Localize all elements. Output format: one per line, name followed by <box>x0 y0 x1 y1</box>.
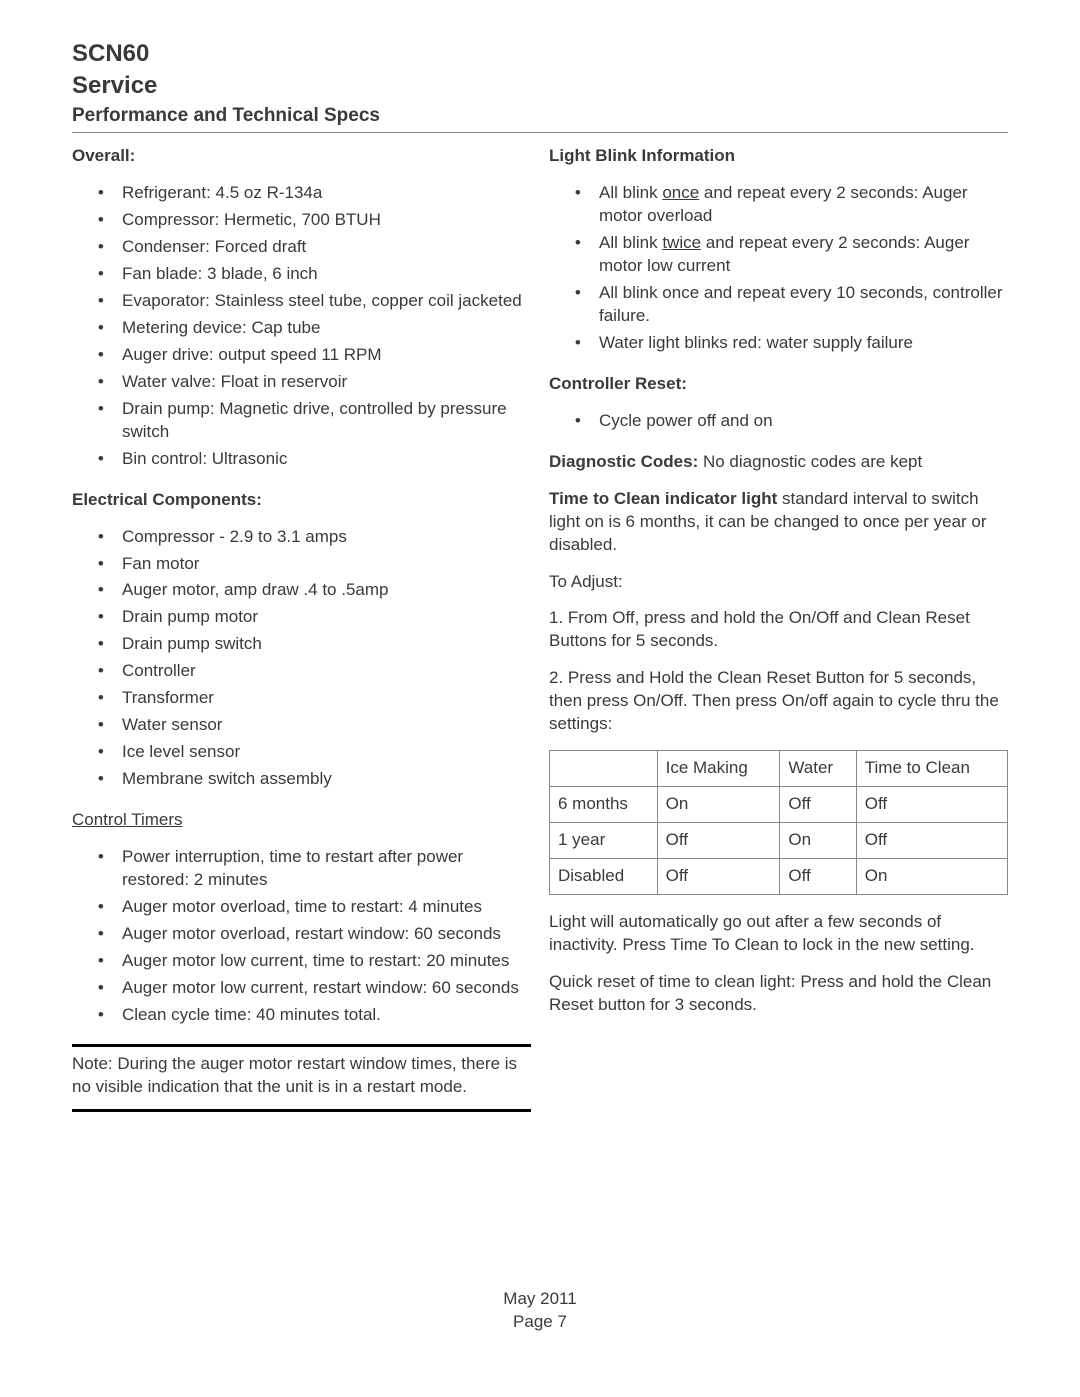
list-item: Compressor - 2.9 to 3.1 amps <box>118 526 531 549</box>
list-item: Water sensor <box>118 714 531 737</box>
model-number: SCN60 <box>72 38 1008 70</box>
list-item: Ice level sensor <box>118 741 531 764</box>
list-item: Auger drive: output speed 11 RPM <box>118 344 531 367</box>
overall-list: Refrigerant: 4.5 oz R-134a Compressor: H… <box>72 182 531 470</box>
blink-list: All blink once and repeat every 2 second… <box>549 182 1008 355</box>
diag-codes: Diagnostic Codes: No diagnostic codes ar… <box>549 451 1008 474</box>
table-cell: Off <box>657 823 780 859</box>
list-item: Water valve: Float in reservoir <box>118 371 531 394</box>
timers-list: Power interruption, time to restart afte… <box>72 846 531 1027</box>
list-item: Auger motor overload, restart window: 60… <box>118 923 531 946</box>
list-item: Fan blade: 3 blade, 6 inch <box>118 263 531 286</box>
left-column: Overall: Refrigerant: 4.5 oz R-134a Comp… <box>72 145 531 1118</box>
list-item: Power interruption, time to restart afte… <box>118 846 531 892</box>
adjust-step-2: 2. Press and Hold the Clean Reset Button… <box>549 667 1008 736</box>
table-cell: Disabled <box>550 858 658 894</box>
blink-heading: Light Blink Information <box>549 145 1008 168</box>
list-item: Auger motor low current, restart window:… <box>118 977 531 1000</box>
list-item: Auger motor low current, time to restart… <box>118 950 531 973</box>
table-cell: Off <box>657 858 780 894</box>
electrical-list: Compressor - 2.9 to 3.1 amps Fan motor A… <box>72 526 531 791</box>
list-item: Auger motor overload, time to restart: 4… <box>118 896 531 919</box>
list-item: Refrigerant: 4.5 oz R-134a <box>118 182 531 205</box>
list-item: Controller <box>118 660 531 683</box>
table-cell: On <box>657 787 780 823</box>
footer-date: May 2011 <box>72 1288 1008 1311</box>
table-row: 1 year Off On Off <box>550 823 1008 859</box>
list-item: Drain pump: Magnetic drive, controlled b… <box>118 398 531 444</box>
note-top-rule <box>72 1044 531 1047</box>
table-row: Disabled Off Off On <box>550 858 1008 894</box>
list-item: Membrane switch assembly <box>118 768 531 791</box>
lock-setting-note: Light will automatically go out after a … <box>549 911 1008 957</box>
table-cell: Off <box>856 787 1007 823</box>
list-item: Transformer <box>118 687 531 710</box>
list-item: Drain pump switch <box>118 633 531 656</box>
page-header: SCN60 Service Performance and Technical … <box>72 38 1008 133</box>
table-row: Ice Making Water Time to Clean <box>550 751 1008 787</box>
note-bottom-rule <box>72 1109 531 1112</box>
list-item: Fan motor <box>118 553 531 576</box>
table-header <box>550 751 658 787</box>
overall-heading: Overall: <box>72 145 531 168</box>
footer-page: Page 7 <box>72 1311 1008 1334</box>
table-row: 6 months On Off Off <box>550 787 1008 823</box>
reset-list: Cycle power off and on <box>549 410 1008 433</box>
quick-reset-note: Quick reset of time to clean light: Pres… <box>549 971 1008 1017</box>
time-to-clean-desc: Time to Clean indicator light standard i… <box>549 488 1008 557</box>
content-columns: Overall: Refrigerant: 4.5 oz R-134a Comp… <box>72 145 1008 1118</box>
list-item: All blink twice and repeat every 2 secon… <box>595 232 1008 278</box>
table-header: Water <box>780 751 856 787</box>
list-item: Water light blinks red: water supply fai… <box>595 332 1008 355</box>
to-adjust-label: To Adjust: <box>549 571 1008 594</box>
page-footer: May 2011 Page 7 <box>72 1288 1008 1334</box>
table-header: Time to Clean <box>856 751 1007 787</box>
header-divider <box>72 132 1008 133</box>
adjust-step-1: 1. From Off, press and hold the On/Off a… <box>549 607 1008 653</box>
list-item: Condenser: Forced draft <box>118 236 531 259</box>
reset-heading: Controller Reset: <box>549 373 1008 396</box>
table-cell: Off <box>856 823 1007 859</box>
table-cell: Off <box>780 858 856 894</box>
control-timers-heading: Control Timers <box>72 809 531 832</box>
list-item: Metering device: Cap tube <box>118 317 531 340</box>
right-column: Light Blink Information All blink once a… <box>549 145 1008 1118</box>
list-item: All blink once and repeat every 10 secon… <box>595 282 1008 328</box>
table-cell: On <box>780 823 856 859</box>
list-item: Clean cycle time: 40 minutes total. <box>118 1004 531 1027</box>
service-title: Service <box>72 70 1008 102</box>
restart-note: Note: During the auger motor restart win… <box>72 1053 531 1099</box>
list-item: Cycle power off and on <box>595 410 1008 433</box>
list-item: Auger motor, amp draw .4 to .5amp <box>118 579 531 602</box>
table-cell: On <box>856 858 1007 894</box>
settings-table: Ice Making Water Time to Clean 6 months … <box>549 750 1008 895</box>
list-item: Drain pump motor <box>118 606 531 629</box>
list-item: All blink once and repeat every 2 second… <box>595 182 1008 228</box>
table-cell: Off <box>780 787 856 823</box>
table-header: Ice Making <box>657 751 780 787</box>
electrical-heading: Electrical Components: <box>72 489 531 512</box>
table-cell: 1 year <box>550 823 658 859</box>
table-cell: 6 months <box>550 787 658 823</box>
page-subtitle: Performance and Technical Specs <box>72 103 1008 129</box>
list-item: Bin control: Ultrasonic <box>118 448 531 471</box>
list-item: Evaporator: Stainless steel tube, copper… <box>118 290 531 313</box>
list-item: Compressor: Hermetic, 700 BTUH <box>118 209 531 232</box>
